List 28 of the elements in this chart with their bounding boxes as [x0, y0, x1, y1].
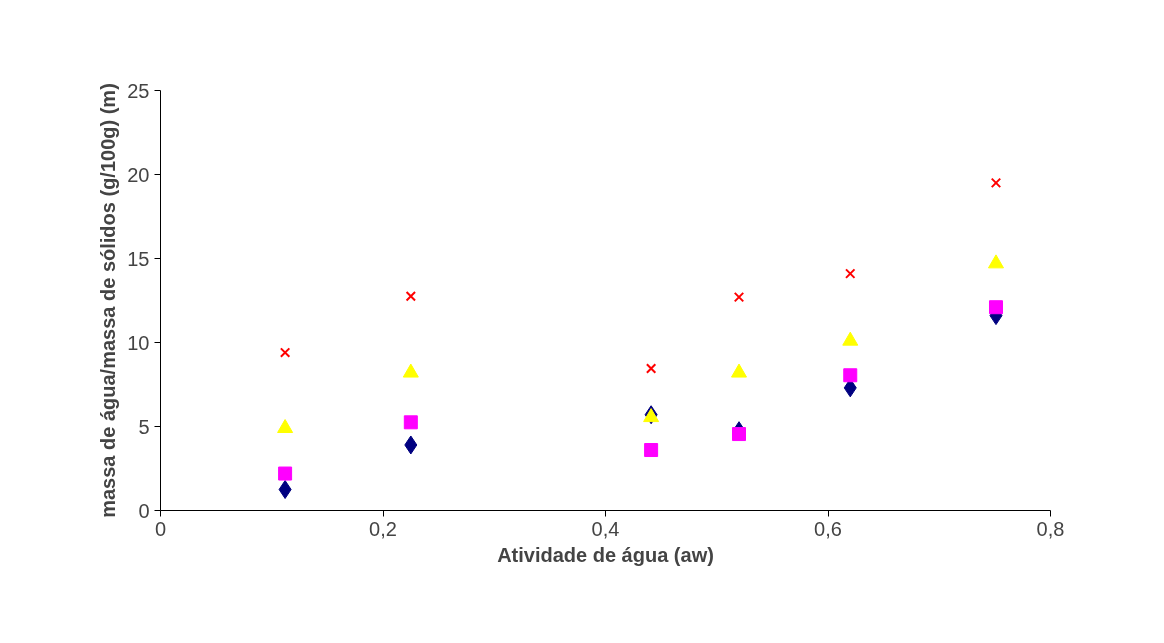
point	[644, 443, 659, 458]
point	[843, 368, 858, 383]
x-tick-label: 0,6	[814, 517, 842, 540]
point	[732, 427, 746, 442]
y-tick-label: 15	[127, 247, 150, 270]
point	[278, 480, 292, 499]
x-tick-label: 0	[154, 517, 167, 540]
y-axis-title: massa de água/massa de sólidos (g/100g) (m)	[97, 83, 120, 518]
point	[733, 291, 745, 303]
x-axis-title: Atividade de água (aw)	[497, 543, 714, 566]
y-tick-label: 5	[138, 415, 150, 438]
point	[279, 347, 291, 358]
point	[403, 415, 418, 430]
point	[988, 300, 1003, 315]
point	[990, 177, 1002, 189]
point	[845, 268, 856, 279]
point	[405, 291, 417, 302]
x-tick-label: 0,2	[369, 517, 397, 540]
y-tick-label: 25	[127, 79, 150, 102]
point	[278, 466, 293, 481]
y-tick-label: 0	[138, 499, 150, 522]
y-tick-label: 20	[127, 163, 150, 186]
point	[404, 435, 418, 455]
point	[645, 363, 657, 374]
x-tick-label: 0,4	[591, 517, 620, 540]
x-tick-label: 0,8	[1036, 517, 1065, 540]
point	[277, 419, 294, 434]
y-tick-label: 10	[127, 331, 150, 354]
